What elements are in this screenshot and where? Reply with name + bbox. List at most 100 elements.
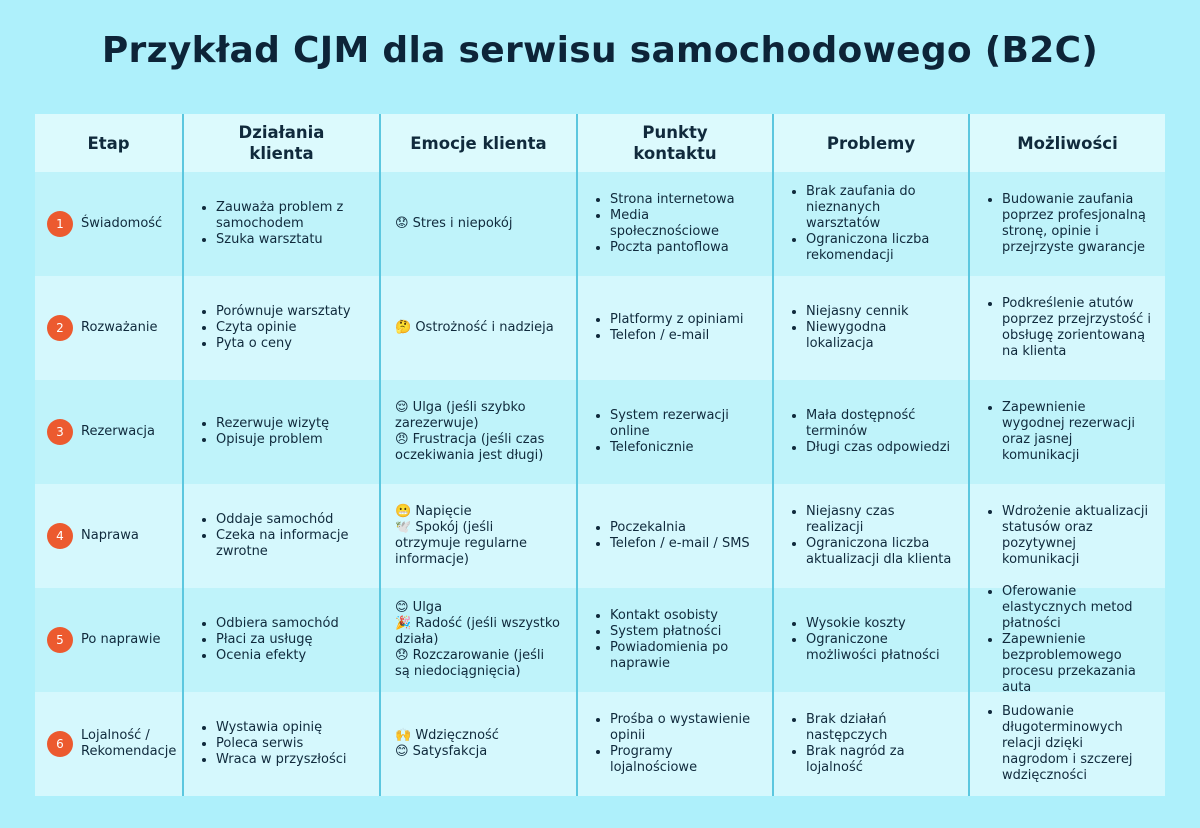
bullet-list: Wysokie kosztyOgraniczone możliwości pła… — [788, 616, 954, 664]
bullet-list: Oferowanie elastycznych metod płatnościZ… — [984, 584, 1151, 696]
step-badge: 6 — [47, 731, 73, 757]
bullet-item: Kontakt osobisty — [610, 608, 758, 624]
bullet-item: Szuka warsztatu — [216, 232, 365, 248]
emotion-item: 😠 Frustracja (jeśli czas oczekiwania jes… — [395, 432, 545, 463]
bullet-item: Zapewnienie bezproblemowego procesu prze… — [1002, 632, 1151, 696]
stage-cell: 1 Świadomość — [35, 172, 182, 276]
contacts-cell: Kontakt osobistySystem płatnościPowiadom… — [576, 588, 772, 692]
stage-cell: 2 Rozważanie — [35, 276, 182, 380]
opportunities-cell: Wdrożenie aktualizacji statusów oraz poz… — [968, 484, 1165, 588]
emotion-list: 😟 Stres i niepokój — [395, 216, 512, 232]
bullet-list: System rezerwacji onlineTelefonicznie — [592, 408, 758, 456]
actions-cell: Odbiera samochódPłaci za usługęOcenia ef… — [182, 588, 379, 692]
bullet-item: Porównuje warsztaty — [216, 304, 351, 320]
stage-cell: 4 Naprawa — [35, 484, 182, 588]
step-badge: 3 — [47, 419, 73, 445]
header-text: Problemy — [826, 133, 916, 153]
bullet-list: Zauważa problem z samochodemSzuka warszt… — [198, 200, 365, 248]
problems-cell: Mała dostępność terminówDługi czas odpow… — [772, 380, 968, 484]
bullet-item: Platformy z opiniami — [610, 312, 744, 328]
bullet-item: Powiadomienia po naprawie — [610, 640, 758, 672]
bullet-item: Wraca w przyszłości — [216, 752, 346, 768]
opportunities-cell: Zapewnienie wygodnej rezerwacji oraz jas… — [968, 380, 1165, 484]
emotion-list: 🤔 Ostrożność i nadzieja — [395, 320, 554, 336]
problems-cell: Brak działań następczychBrak nagród za l… — [772, 692, 968, 796]
bullet-list: Rezerwuje wizytęOpisuje problem — [198, 416, 329, 448]
bullet-item: Prośba o wystawienie opinii — [610, 712, 758, 744]
bullet-list: Brak działań następczychBrak nagród za l… — [788, 712, 954, 776]
emotions-cell: 😬 Napięcie 🕊️ Spokój (jeśli otrzymuje reg… — [379, 484, 576, 588]
bullet-item: Wystawia opinię — [216, 720, 346, 736]
emotion-list: 🙌 Wdzięczność 😊 Satysfakcja — [395, 728, 499, 760]
bullet-item: Rezerwuje wizytę — [216, 416, 329, 432]
page-title: Przykład CJM dla serwisu samochodowego (… — [101, 30, 1099, 71]
contacts-cell: Prośba o wystawienie opiniiProgramy loja… — [576, 692, 772, 796]
problems-cell: Brak zaufania do nieznanych warsztatówOg… — [772, 172, 968, 276]
emotion-list: 😊 Ulga 🎉 Radość (jeśli wszystko działa) 😞 … — [395, 600, 562, 680]
bullet-item: Pyta o ceny — [216, 336, 351, 352]
bullet-item: Brak działań następczych — [806, 712, 954, 744]
bullet-item: Ocenia efekty — [216, 648, 339, 664]
bullet-list: Strona internetowaMedia społecznościoweP… — [592, 192, 758, 256]
header-text: Możliwości — [1017, 133, 1118, 153]
bullet-list: Kontakt osobistySystem płatnościPowiadom… — [592, 608, 758, 672]
bullet-item: Strona internetowa — [610, 192, 758, 208]
stage-name: Rezerwacja — [81, 424, 155, 439]
bullet-item: Poczekalnia — [610, 520, 750, 536]
bullet-item: Niejasny czas realizacji — [806, 504, 954, 536]
stage-name: Lojalność / Rekomendacje — [81, 728, 177, 759]
step-badge: 4 — [47, 523, 73, 549]
bullet-item: Zapewnienie wygodnej rezerwacji oraz jas… — [1002, 400, 1151, 464]
bullet-item: Wdrożenie aktualizacji statusów oraz poz… — [1002, 504, 1151, 568]
emotion-list: 😬 Napięcie 🕊️ Spokój (jeśli otrzymuje reg… — [395, 504, 562, 568]
stage-name: Świadomość — [81, 216, 163, 231]
emotions-cell: 😊 Ulga 🎉 Radość (jeśli wszystko działa) 😞 … — [379, 588, 576, 692]
bullet-item: Budowanie zaufania poprzez profesjonalną… — [1002, 192, 1151, 256]
bullet-item: System rezerwacji online — [610, 408, 758, 440]
header-text: Punkty kontaktu — [633, 123, 717, 163]
emotion-item: 😊 Satysfakcja — [395, 744, 488, 759]
bullet-list: Porównuje warsztatyCzyta opiniePyta o ce… — [198, 304, 351, 352]
bullet-item: Mała dostępność terminów — [806, 408, 954, 440]
emotion-item: 😬 Napięcie — [395, 504, 472, 519]
emotion-list: 😌 Ulga (jeśli szybko zarezerwuje) 😠 Frust… — [395, 400, 562, 464]
stage-name: Po naprawie — [81, 632, 161, 647]
bullet-item: Media społecznościowe — [610, 208, 758, 240]
emotion-item: 🙌 Wdzięczność — [395, 728, 499, 743]
step-badge: 2 — [47, 315, 73, 341]
bullet-item: Brak nagród za lojalność — [806, 744, 954, 776]
bullet-item: Podkreślenie atutów poprzez przejrzystoś… — [1002, 296, 1151, 360]
header-cell: Punkty kontaktu — [576, 114, 772, 172]
bullet-item: Ograniczona liczba rekomendacji — [806, 232, 954, 264]
actions-cell: Wystawia opinięPoleca serwisWraca w przy… — [182, 692, 379, 796]
bullet-item: Niewygodna lokalizacja — [806, 320, 954, 352]
emotions-cell: 🤔 Ostrożność i nadzieja — [379, 276, 576, 380]
cjm-table: Etap Działania klienta Emocje klienta Punkt… — [35, 114, 1165, 796]
problems-cell: Wysokie kosztyOgraniczone możliwości pła… — [772, 588, 968, 692]
header-cell: Problemy — [772, 114, 968, 172]
header-cell: Możliwości — [968, 114, 1165, 172]
stage-cell: 5 Po naprawie — [35, 588, 182, 692]
bullet-item: Poleca serwis — [216, 736, 346, 752]
contacts-cell: Platformy z opiniamiTelefon / e-mail — [576, 276, 772, 380]
problems-cell: Niejasny cennikNiewygodna lokalizacja — [772, 276, 968, 380]
bullet-item: Czyta opinie — [216, 320, 351, 336]
bullet-list: Budowanie zaufania poprzez profesjonalną… — [984, 192, 1151, 256]
emotion-item: 😌 Ulga (jeśli szybko zarezerwuje) — [395, 400, 526, 431]
opportunities-cell: Budowanie zaufania poprzez profesjonalną… — [968, 172, 1165, 276]
header-text: Działania klienta — [238, 123, 325, 163]
bullet-list: Budowanie długoterminowych relacji dzięk… — [984, 704, 1151, 784]
bullet-item: Niejasny cennik — [806, 304, 954, 320]
header-cell: Emocje klienta — [379, 114, 576, 172]
bullet-item: Długi czas odpowiedzi — [806, 440, 954, 456]
emotion-item: 🤔 Ostrożność i nadzieja — [395, 320, 554, 335]
emotions-cell: 😌 Ulga (jeśli szybko zarezerwuje) 😠 Frust… — [379, 380, 576, 484]
bullet-item: Opisuje problem — [216, 432, 329, 448]
bullet-item: Ograniczone możliwości płatności — [806, 632, 954, 664]
stage-name: Naprawa — [81, 528, 139, 543]
emotion-item: 🕊️ Spokój (jeśli otrzymuje regularne inf… — [395, 520, 528, 567]
bullet-item: Zauważa problem z samochodem — [216, 200, 365, 232]
opportunities-cell: Podkreślenie atutów poprzez przejrzystoś… — [968, 276, 1165, 380]
step-badge: 5 — [47, 627, 73, 653]
bullet-item: Brak zaufania do nieznanych warsztatów — [806, 184, 954, 232]
